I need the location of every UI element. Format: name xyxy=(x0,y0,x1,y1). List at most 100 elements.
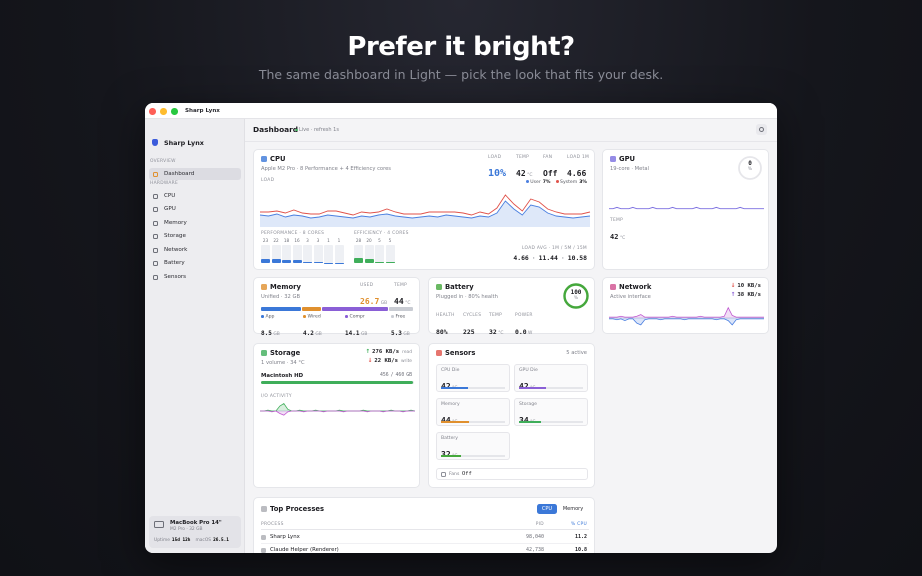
stat-value: 0.0 W xyxy=(515,321,532,337)
core-bar xyxy=(303,262,312,263)
chart-legend: User 7% System 3% xyxy=(525,180,587,186)
unit: GB xyxy=(315,332,322,337)
nav-item[interactable]: Storage xyxy=(149,231,241,243)
nav-item[interactable]: Sensors xyxy=(149,271,241,283)
sensor-bar xyxy=(519,387,546,389)
segment-value: 4.2 GB xyxy=(303,322,322,338)
process-cpu: 10.8 xyxy=(574,547,587,553)
uptime-value: 15d 12h xyxy=(171,538,191,543)
nav-icon xyxy=(153,261,158,266)
rate-value: 38 KB/s xyxy=(737,292,761,298)
process-name: Claude Helper (Renderer) xyxy=(270,547,339,553)
settings-button[interactable] xyxy=(756,124,767,135)
nav-item[interactable]: Battery xyxy=(149,258,241,270)
sensor-tile: Memory 44°C xyxy=(436,398,510,426)
core-bar xyxy=(271,259,281,263)
num: 14.1 xyxy=(345,330,360,337)
nav-icon xyxy=(153,171,158,177)
ring-value: 100 xyxy=(570,289,582,296)
legend-name: System xyxy=(560,180,578,185)
sensor-name: Storage xyxy=(519,402,537,407)
nav-label: Dashboard xyxy=(164,170,195,177)
rate-value: 276 KB/s xyxy=(372,349,400,355)
legend-dot xyxy=(303,315,306,318)
sensor-bar xyxy=(441,455,462,457)
sensor-value: 42°C xyxy=(441,376,457,392)
num: Off xyxy=(543,169,558,178)
nav-label: CPU xyxy=(164,192,176,199)
num: 42 xyxy=(519,381,529,391)
core-track xyxy=(271,245,281,263)
gpu-line xyxy=(609,206,764,210)
num: 10% xyxy=(488,168,507,179)
header-divider xyxy=(261,529,589,530)
os-value: 26.5.1 xyxy=(213,538,229,543)
sensor-name: Memory xyxy=(441,402,460,407)
card-title: Storage xyxy=(270,349,301,357)
sensor-track xyxy=(441,455,505,457)
card-icon xyxy=(261,284,267,290)
gauge-track xyxy=(738,156,762,180)
used-label: USED xyxy=(360,283,374,288)
num: 80% xyxy=(436,328,448,336)
sensor-tile: Storage 34°C xyxy=(514,398,588,426)
device-name: MacBook Pro 14" xyxy=(170,520,222,526)
row-divider xyxy=(261,543,589,544)
app-name: Sharp Lynx xyxy=(164,139,204,147)
rate: ↓ 10 KB/s xyxy=(731,283,761,290)
core-value: 22 xyxy=(273,238,279,243)
toolbar-title: Dashboard xyxy=(253,125,299,134)
card: Battery Plugged in · 80% health 100% HEALTH… xyxy=(428,277,595,337)
core-track xyxy=(334,245,344,263)
sensor-track xyxy=(441,387,505,389)
rate-value: 10 KB/s xyxy=(737,283,761,289)
nav-label: Battery xyxy=(164,260,185,266)
nav-label: Sensors xyxy=(164,273,187,280)
core-track xyxy=(324,245,333,263)
legend-dot xyxy=(345,315,348,318)
stat-value: 80% xyxy=(436,321,448,337)
core-bar xyxy=(261,258,270,263)
used-value: 26.7 GB xyxy=(360,291,387,307)
nav-item[interactable]: Memory xyxy=(149,217,241,229)
sparkline xyxy=(260,402,416,416)
sensor-track xyxy=(519,387,583,389)
card-title: GPU xyxy=(619,155,636,163)
process-tab[interactable]: CPU xyxy=(537,504,557,514)
nav-icon xyxy=(153,220,158,226)
subheadline: The same dashboard in Light — pick the l… xyxy=(258,67,664,82)
cores-label: PERFORMANCE · 8 CORES xyxy=(261,231,325,236)
legend-value: 3% xyxy=(579,180,587,185)
load-avg-value: 11.44 xyxy=(538,254,558,262)
headline: Prefer it bright? xyxy=(347,32,575,62)
volume-unit: GB xyxy=(406,373,412,378)
legend-dot xyxy=(391,315,394,318)
temp-label: TEMP xyxy=(610,218,624,223)
rate-suffix: write xyxy=(400,359,412,364)
nav-label: Storage xyxy=(164,233,186,239)
nav-item[interactable]: Dashboard xyxy=(149,168,241,180)
card: Sensors 5 active CPU Die 42°C GPU Die 42°C Mem… xyxy=(428,343,595,488)
nav-item[interactable]: Network xyxy=(149,244,241,256)
nav-item[interactable]: CPU xyxy=(149,190,241,202)
core-track xyxy=(292,245,302,263)
cores-label: EFFICIENCY · 4 CORES xyxy=(354,231,409,236)
unit: °C xyxy=(498,331,504,336)
core-value: 3 xyxy=(306,238,309,243)
segment-name: Free xyxy=(395,314,406,320)
card-subtitle: 19-core · Metal xyxy=(610,166,649,172)
process-icon xyxy=(261,535,266,540)
process-tab[interactable]: Memory xyxy=(559,504,587,514)
memory-segment xyxy=(301,307,321,311)
core-bar xyxy=(364,259,374,263)
card-subtitle: 1 volume · 34 °C xyxy=(261,360,305,366)
load-avg-separator: · xyxy=(560,254,565,262)
rate: ↑ 38 KB/s xyxy=(731,292,761,299)
load-avg-label: LOAD AVG · 1M / 5M / 15M xyxy=(521,246,587,251)
nav-item[interactable]: GPU xyxy=(149,204,241,216)
card: Top Processes CPU Memory PROCESS PID % CPU Sha… xyxy=(253,497,595,553)
legend-dot xyxy=(555,180,559,183)
unit: GB xyxy=(273,332,280,337)
temp-value: 42 °C xyxy=(610,226,625,242)
volume-usage: 456/460 GB xyxy=(380,373,412,379)
